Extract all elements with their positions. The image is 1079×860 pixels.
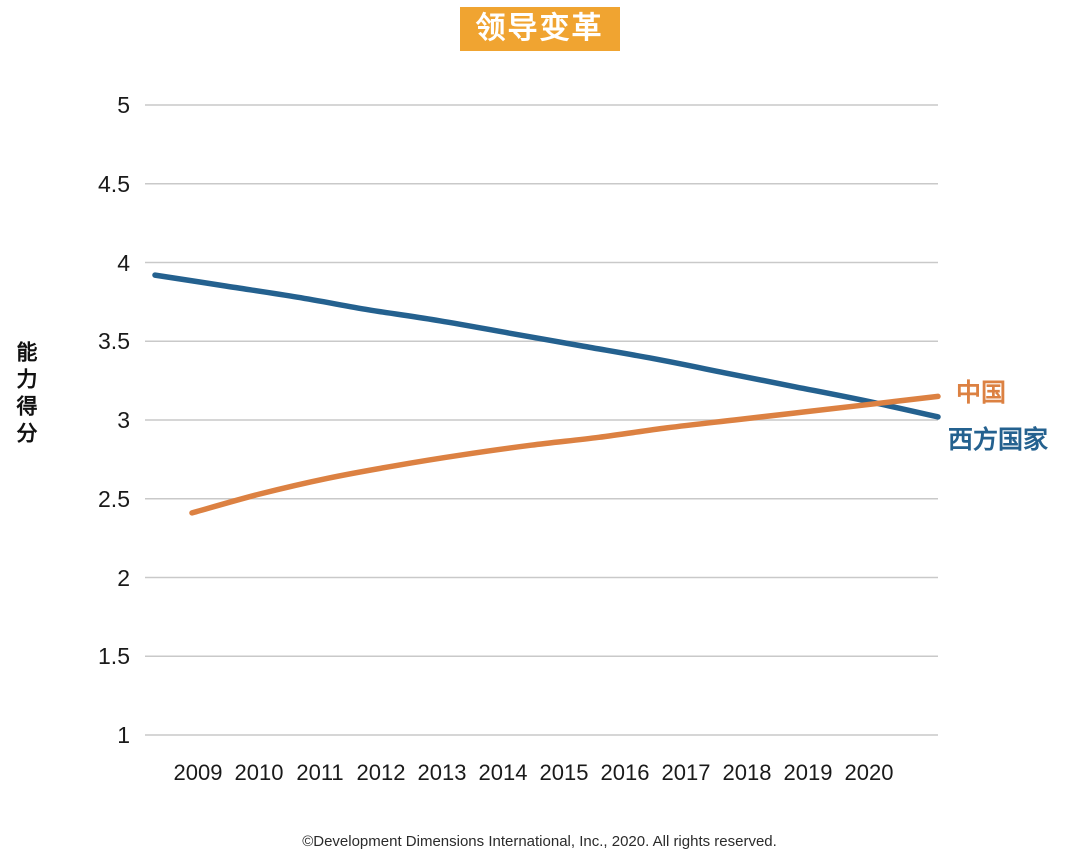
y-tick-label: 3 [117,407,130,433]
series-lines-group [152,272,941,516]
x-tick-label: 2016 [600,760,650,785]
china-line [189,393,941,516]
legend-label-western-countries: 西方国家 [948,426,1049,454]
x-tick-label: 2013 [417,760,467,785]
gridlines-group [145,104,938,736]
y-tick-label: 1.5 [98,643,130,670]
y-tick-label: 5 [117,92,130,118]
x-tick-label: 2011 [296,760,344,785]
y-tick-label: 1 [117,722,130,748]
y-tick-label: 4.5 [98,170,130,197]
x-tick-label: 2010 [234,760,284,785]
x-tick-label: 2017 [661,760,711,785]
western-countries-line [152,272,941,420]
x-tick-label: 2014 [478,760,528,785]
y-axis-label: 能力得分 [14,341,37,449]
x-tick-label: 2009 [173,760,223,785]
chart-title-badge: 领导变革 [459,7,620,51]
legend-label-china: 中国 [956,379,1007,407]
title-row: 领导变革 [0,7,1079,51]
y-tick-label: 2.5 [98,485,130,512]
copyright-footer: ©Development Dimensions International, I… [302,833,777,850]
x-tick-label: 2015 [539,760,589,785]
x-tick-label: 2012 [356,760,406,785]
y-tick-label: 2 [117,564,130,591]
x-tick-label: 2019 [783,760,833,785]
y-tick-label: 3.5 [98,328,130,355]
x-tick-label: 2018 [722,760,772,785]
y-tick-label: 4 [117,249,130,276]
x-tick-label: 2020 [844,760,894,785]
